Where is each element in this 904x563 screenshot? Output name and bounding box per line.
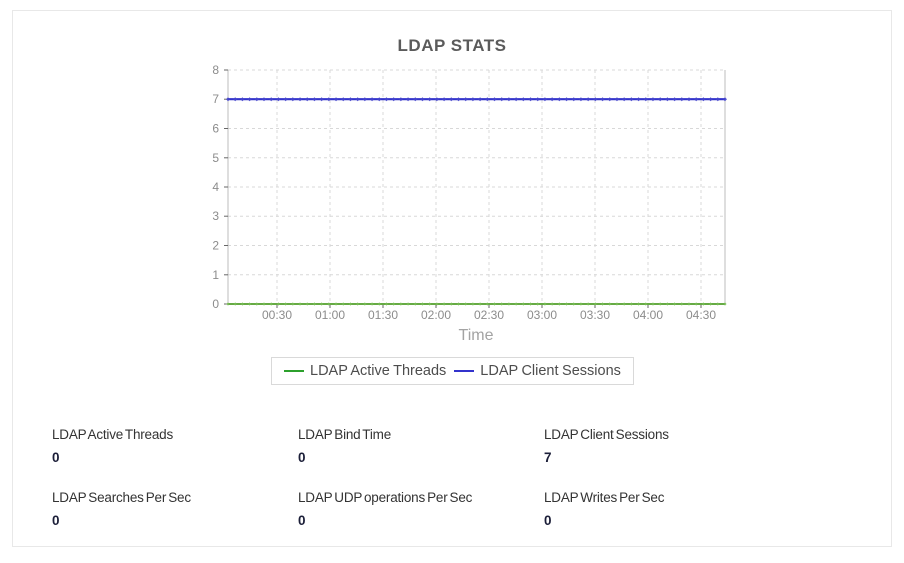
svg-text:04:30: 04:30 [686, 308, 716, 322]
svg-text:00:30: 00:30 [262, 308, 292, 322]
svg-text:03:00: 03:00 [527, 308, 557, 322]
svg-text:7: 7 [212, 92, 219, 106]
svg-text:6: 6 [212, 122, 219, 136]
svg-text:4: 4 [212, 180, 219, 194]
svg-text:03:30: 03:30 [580, 308, 610, 322]
svg-text:02:30: 02:30 [474, 308, 504, 322]
svg-text:Time: Time [459, 327, 494, 344]
svg-text:02:00: 02:00 [421, 308, 451, 322]
svg-text:3: 3 [212, 209, 219, 223]
svg-text:8: 8 [212, 63, 219, 77]
svg-text:2: 2 [212, 239, 219, 253]
svg-text:04:00: 04:00 [633, 308, 663, 322]
svg-text:0: 0 [212, 297, 219, 311]
svg-text:5: 5 [212, 151, 219, 165]
svg-text:1: 1 [212, 268, 219, 282]
svg-text:01:00: 01:00 [315, 308, 345, 322]
svg-text:01:30: 01:30 [368, 308, 398, 322]
